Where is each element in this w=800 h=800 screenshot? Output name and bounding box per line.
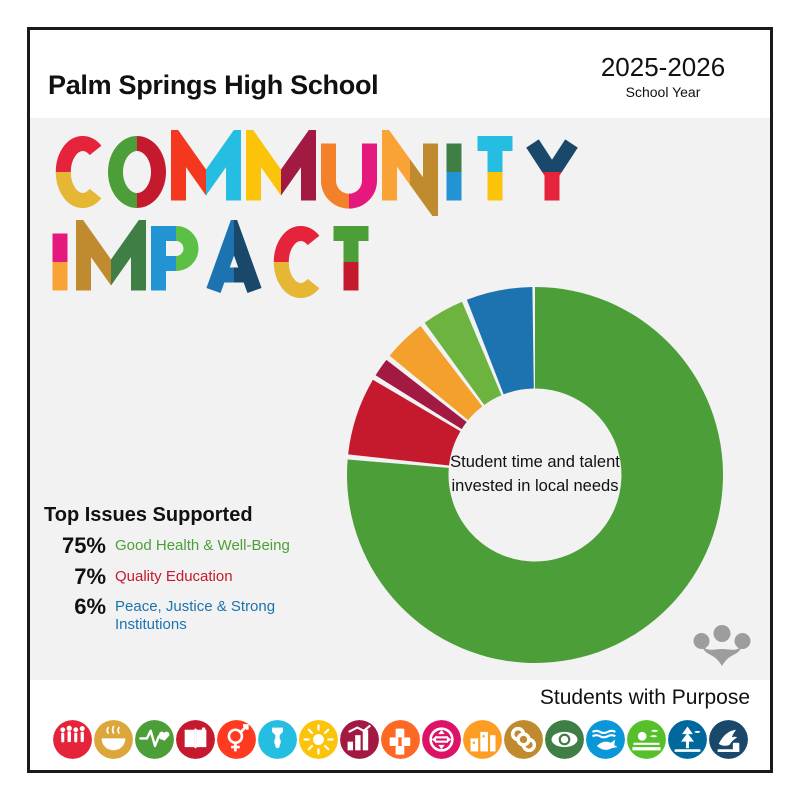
donut-slice[interactable] <box>424 301 502 405</box>
donut-slice[interactable] <box>347 287 723 663</box>
poster-header: Palm Springs High School 2025-2026 Schoo… <box>30 30 770 118</box>
sdg-icon-strip <box>30 720 770 759</box>
wordmark-line-community <box>55 130 578 216</box>
wordmark-letter <box>526 139 578 201</box>
school-name: Palm Springs High School <box>48 70 379 100</box>
sdg-17-partnerships-icon[interactable] <box>708 720 748 759</box>
sdg-13-climate-action-icon[interactable] <box>544 720 584 759</box>
wordmark-letter <box>333 226 369 291</box>
legend-top-issues: Top Issues Supported 75% Good Health & We… <box>44 504 304 640</box>
legend-item-label: Peace, Justice & Strong Institutions <box>115 598 276 633</box>
people-logo-icon <box>693 625 751 666</box>
donut-slice[interactable] <box>375 359 467 430</box>
wordmark-letter <box>477 136 513 201</box>
school-year-block: 2025-2026 School Year <box>578 52 748 101</box>
legend-rows: 75% Good Health & Well-Being 7% Quality Edu… <box>44 533 304 634</box>
footer-tagline: Students with Purpose <box>539 686 750 709</box>
wordmark-letter <box>171 130 241 201</box>
legend-title: Top Issues Supported <box>44 504 253 526</box>
infographic-poster: Palm Springs High School 2025-2026 Schoo… <box>27 27 773 773</box>
sdg-6-clean-water-icon[interactable] <box>257 720 297 759</box>
legend-item: 7% Quality Education <box>44 563 304 590</box>
sdg-14-life-below-water-icon[interactable] <box>585 720 625 759</box>
legend-item-label: Good Health & Well-Being <box>115 537 290 554</box>
poster-body: Top Issues Supported 75% Good Health & We… <box>30 118 770 680</box>
wordmark-letter <box>151 226 199 291</box>
school-year-label: School Year <box>625 84 701 101</box>
sdg-5-gender-equality-icon[interactable] <box>216 720 256 759</box>
sdg-9-industry-innovation-icon[interactable] <box>380 720 420 759</box>
wordmark-line-impact <box>52 220 369 298</box>
school-year-value: 2025-2026 <box>600 52 726 82</box>
wordmark-letter <box>321 143 377 209</box>
donut-slice[interactable] <box>466 287 534 395</box>
wordmark-letter <box>55 136 102 208</box>
wordmark-letter <box>273 226 320 298</box>
wordmark-letter <box>206 220 262 294</box>
sdg-15-life-on-land-icon[interactable] <box>626 720 666 759</box>
students-with-purpose-logo <box>692 624 752 668</box>
donut-chart: Student time and talent invested in loca… <box>340 280 730 670</box>
donut-slice[interactable] <box>348 379 461 466</box>
donut-slice[interactable] <box>389 325 483 421</box>
legend-item: 6% Peace, Justice & Strong Institutions <box>44 595 304 633</box>
legend-item: 75% Good Health & Well-Being <box>44 533 304 559</box>
wordmark-letter <box>108 136 166 208</box>
sdg-7-affordable-energy-icon[interactable] <box>298 720 338 759</box>
legend-item-percent: 75% <box>61 533 106 558</box>
wordmark-letter <box>246 130 316 201</box>
sdg-10-reduced-inequalities-icon[interactable] <box>421 720 461 759</box>
donut-chart-svg <box>347 287 723 663</box>
sdg-11-sustainable-cities-icon[interactable] <box>462 720 502 759</box>
legend-item-label: Quality Education <box>115 567 233 585</box>
donut-center-text: Student time and talent invested in loca… <box>450 453 620 495</box>
wordmark <box>45 130 605 306</box>
wordmark-letter <box>382 130 438 216</box>
sdg-12-responsible-consumption-icon[interactable] <box>503 720 543 759</box>
sdg-2-zero-hunger-icon[interactable] <box>93 720 133 759</box>
wordmark-letter <box>76 220 146 291</box>
legend-item-percent: 7% <box>74 563 106 589</box>
sdg-16-peace-justice-icon[interactable] <box>667 720 707 759</box>
sdg-1-no-poverty-icon[interactable] <box>52 720 92 759</box>
sdg-4-quality-education-icon[interactable] <box>175 720 215 759</box>
sdg-8-decent-work-icon[interactable] <box>339 720 379 759</box>
legend-item-percent: 6% <box>74 594 106 620</box>
sdg-3-good-health-icon[interactable] <box>134 720 174 759</box>
